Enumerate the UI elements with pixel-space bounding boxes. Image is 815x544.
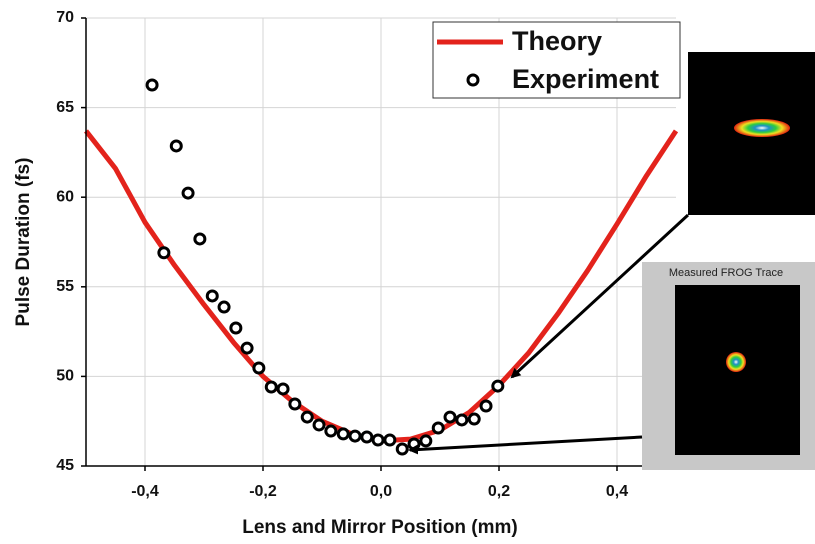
inset-frog-beam xyxy=(726,352,746,372)
data-point xyxy=(373,435,383,445)
chart: 45 50 55 60 65 70 -0,4 -0,2 0,0 0,2 0,4 Lens and M… xyxy=(0,0,815,544)
data-point xyxy=(409,439,419,449)
y-tick-label: 65 xyxy=(56,99,74,116)
data-point xyxy=(207,291,217,301)
data-point xyxy=(159,248,169,258)
y-tick-label: 50 xyxy=(56,368,74,385)
data-point xyxy=(278,384,288,394)
x-tick-label: 0,0 xyxy=(370,483,392,500)
inset-beam xyxy=(734,119,790,137)
data-point xyxy=(231,323,241,333)
data-point xyxy=(457,415,467,425)
data-point xyxy=(314,420,324,430)
data-point xyxy=(362,432,372,442)
data-point xyxy=(195,234,205,244)
data-point xyxy=(326,426,336,436)
data-point xyxy=(242,343,252,353)
data-point xyxy=(302,412,312,422)
x-tick-label: -0,4 xyxy=(131,483,159,500)
data-point xyxy=(290,399,300,409)
data-point xyxy=(147,80,157,90)
data-point xyxy=(469,414,479,424)
legend-label: Theory xyxy=(512,26,602,56)
x-tick-label: -0,2 xyxy=(249,483,277,500)
data-point xyxy=(254,363,264,373)
data-point xyxy=(266,382,276,392)
data-point xyxy=(385,435,395,445)
data-point xyxy=(421,436,431,446)
data-point xyxy=(183,188,193,198)
x-axis-title: Lens and Mirror Position (mm) xyxy=(242,517,518,538)
legend-swatch xyxy=(468,75,478,85)
data-point xyxy=(397,444,407,454)
inset-title: Measured FROG Trace xyxy=(669,267,783,279)
legend-label: Experiment xyxy=(512,64,659,94)
data-point xyxy=(338,429,348,439)
data-point xyxy=(350,431,360,441)
y-tick-label: 70 xyxy=(56,9,74,26)
x-tick-label: 0,2 xyxy=(488,483,510,500)
data-point xyxy=(219,302,229,312)
x-tick-label: 0,4 xyxy=(606,483,628,500)
data-point xyxy=(171,141,181,151)
data-point xyxy=(445,412,455,422)
data-point xyxy=(481,401,491,411)
y-tick-label: 55 xyxy=(56,278,74,295)
y-tick-label: 45 xyxy=(56,457,74,474)
y-tick-label: 60 xyxy=(56,188,74,205)
data-point xyxy=(493,381,503,391)
y-axis-title: Pulse Duration (fs) xyxy=(13,158,34,327)
arrow xyxy=(410,437,642,450)
page: {"chart_data": { "type": "scatter", "x_l… xyxy=(0,0,815,544)
data-point xyxy=(433,423,443,433)
